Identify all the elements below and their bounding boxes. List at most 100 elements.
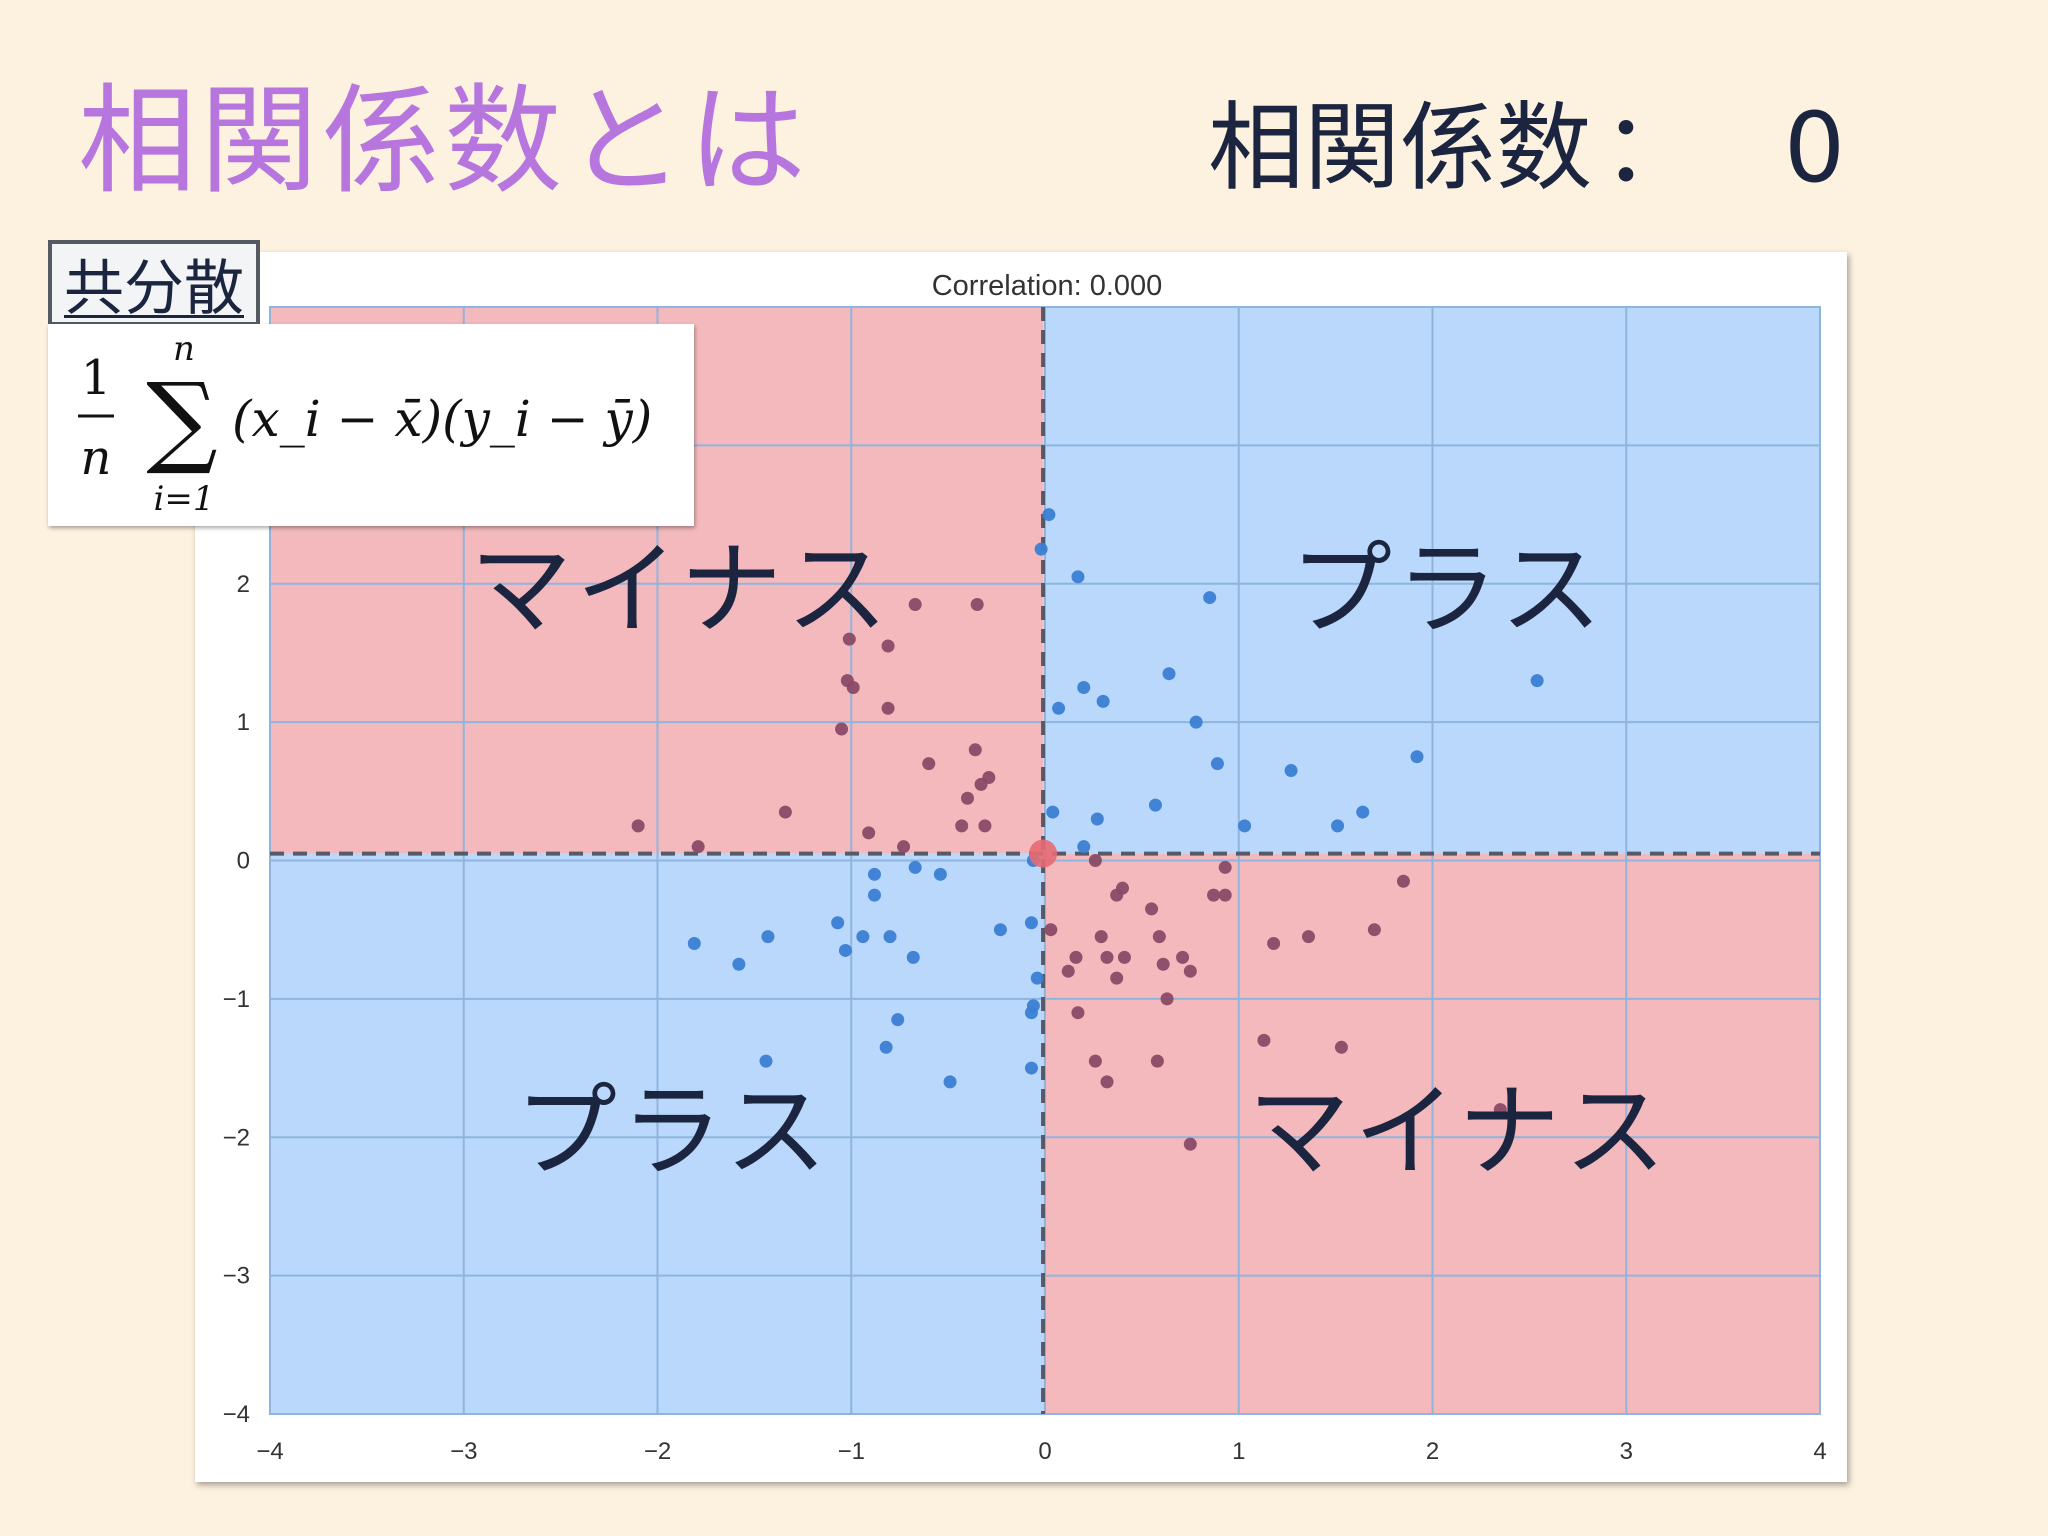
chart-title: Correlation: 0.000 bbox=[932, 270, 1163, 302]
scatter-point-positive bbox=[1042, 508, 1056, 522]
x-tick-label: −1 bbox=[838, 1438, 865, 1465]
scatter-point-negative bbox=[835, 722, 849, 736]
x-tick-labels: −4 −3 −2 −1 0 1 2 3 4 bbox=[256, 1438, 1826, 1465]
quadrant-label-top-left: マイナス bbox=[470, 531, 892, 650]
scatter-point-negative bbox=[1334, 1040, 1348, 1054]
scatter-point-negative bbox=[842, 632, 856, 646]
formula-sum-lower: i=1 bbox=[154, 479, 215, 519]
scatter-point-negative bbox=[881, 701, 895, 715]
scatter-point-negative bbox=[968, 743, 982, 757]
scatter-point-positive bbox=[943, 1075, 957, 1089]
scatter-point-negative bbox=[691, 840, 705, 854]
scatter-point-positive bbox=[761, 930, 775, 944]
scatter-point-negative bbox=[1094, 930, 1108, 944]
scatter-point-positive bbox=[1189, 715, 1203, 729]
x-tick-label: −3 bbox=[450, 1438, 477, 1465]
scatter-point-positive bbox=[1410, 750, 1424, 764]
scatter-point-positive bbox=[1090, 812, 1104, 826]
scatter-point-negative bbox=[1100, 1075, 1114, 1089]
y-tick-label: 0 bbox=[237, 848, 250, 875]
y-tick-label: 1 bbox=[237, 709, 250, 736]
formula-sum-upper: n bbox=[173, 329, 195, 369]
formula-sum-symbol: ∑ bbox=[146, 361, 217, 478]
x-tick-label: 0 bbox=[1038, 1438, 1051, 1465]
formula-body: (x_i − x̄)(y_i − ȳ) bbox=[232, 390, 652, 448]
scatter-point-positive bbox=[759, 1054, 773, 1068]
x-tick-label: 4 bbox=[1813, 1438, 1826, 1465]
scatter-point-positive bbox=[1203, 591, 1217, 605]
scatter-point-negative bbox=[1152, 930, 1166, 944]
scatter-point-positive bbox=[1284, 764, 1298, 778]
scatter-point-negative bbox=[1160, 992, 1174, 1006]
y-tick-label: −3 bbox=[223, 1263, 250, 1290]
quadrant-label-top-right: プラス bbox=[1290, 531, 1606, 650]
scatter-point-positive bbox=[1077, 840, 1091, 854]
formula-fraction-denominator: n bbox=[81, 430, 112, 486]
quadrant-label-bottom-right: マイナス bbox=[1248, 1073, 1670, 1192]
data-points bbox=[631, 508, 1544, 1151]
x-tick-label: 3 bbox=[1620, 1438, 1633, 1465]
scatter-point-positive bbox=[1238, 819, 1252, 833]
quadrant-label-bottom-left: プラス bbox=[515, 1073, 831, 1192]
covariance-tag: 共分散 bbox=[48, 240, 260, 326]
scatter-point-positive bbox=[838, 943, 852, 957]
scatter-point-positive bbox=[1356, 805, 1370, 819]
x-tick-label: −4 bbox=[256, 1438, 283, 1465]
scatter-point-negative bbox=[1493, 1103, 1507, 1117]
mean-point bbox=[1029, 839, 1058, 868]
scatter-point-positive bbox=[908, 860, 922, 874]
scatter-point-positive bbox=[1024, 916, 1038, 930]
scatter-point-positive bbox=[868, 867, 881, 881]
x-tick-label: 1 bbox=[1232, 1438, 1245, 1465]
scatter-chart: −4 −3 −2 −1 0 1 2 3 4 −4 −3 −2 −1 0 1 2 Correlation: 0… bbox=[195, 252, 1847, 1482]
scatter-point-negative bbox=[1117, 950, 1131, 964]
scatter-point-negative bbox=[1218, 860, 1232, 874]
scatter-point-positive bbox=[993, 923, 1007, 937]
correlation-heading-label: 相関係数 bbox=[1208, 92, 1592, 204]
scatter-point-negative bbox=[922, 757, 936, 771]
scatter-point-positive bbox=[856, 930, 870, 944]
scatter-point-negative bbox=[1156, 957, 1170, 971]
covariance-formula: 1 n n ∑ i=1 (x_i − x̄)(y_i − ȳ) bbox=[48, 324, 694, 526]
x-tick-label: −2 bbox=[644, 1438, 671, 1465]
scatter-point-negative bbox=[1116, 881, 1129, 895]
x-tick-label: 2 bbox=[1426, 1438, 1439, 1465]
scatter-point-positive bbox=[831, 916, 845, 930]
scatter-point-negative bbox=[1183, 964, 1197, 978]
scatter-point-negative bbox=[1176, 950, 1190, 964]
scatter-point-negative bbox=[1088, 1054, 1102, 1068]
formula-fraction-numerator: 1 bbox=[81, 350, 112, 406]
scatter-point-negative bbox=[1071, 1006, 1085, 1020]
scatter-point-negative bbox=[1367, 923, 1381, 937]
scatter-point-negative bbox=[1061, 964, 1075, 978]
scatter-point-positive bbox=[1030, 971, 1044, 985]
scatter-point-positive bbox=[1530, 674, 1544, 688]
scatter-point-negative bbox=[862, 826, 876, 840]
y-tick-label: −4 bbox=[223, 1401, 250, 1428]
scatter-point-negative bbox=[1069, 950, 1083, 964]
scatter-point-negative bbox=[1257, 1033, 1271, 1047]
scatter-point-negative bbox=[1396, 874, 1410, 888]
scatter-point-positive bbox=[1024, 1006, 1038, 1020]
scatter-point-positive bbox=[1096, 694, 1110, 708]
y-tick-label: 2 bbox=[237, 571, 250, 598]
scatter-point-positive bbox=[1077, 681, 1091, 695]
scatter-point-negative bbox=[631, 819, 645, 833]
correlation-heading-value: 0 bbox=[1784, 92, 1846, 204]
scatter-point-positive bbox=[1046, 805, 1060, 819]
scatter-point-negative bbox=[978, 819, 992, 833]
y-tick-labels: −4 −3 −2 −1 0 1 2 bbox=[223, 571, 250, 1428]
scatter-point-negative bbox=[1218, 888, 1232, 902]
scatter-point-positive bbox=[906, 950, 920, 964]
scatter-point-negative bbox=[778, 805, 792, 819]
scatter-point-negative bbox=[1044, 923, 1058, 937]
scatter-point-negative bbox=[897, 840, 911, 854]
scatter-point-negative bbox=[1267, 937, 1281, 951]
scatter-point-positive bbox=[883, 930, 897, 944]
scatter-point-negative bbox=[970, 598, 984, 612]
scatter-point-negative bbox=[1088, 854, 1102, 867]
scatter-point-negative bbox=[961, 791, 974, 805]
scatter-point-negative bbox=[1302, 930, 1315, 944]
scatter-point-positive bbox=[891, 1013, 905, 1027]
scatter-point-positive bbox=[1162, 667, 1176, 681]
